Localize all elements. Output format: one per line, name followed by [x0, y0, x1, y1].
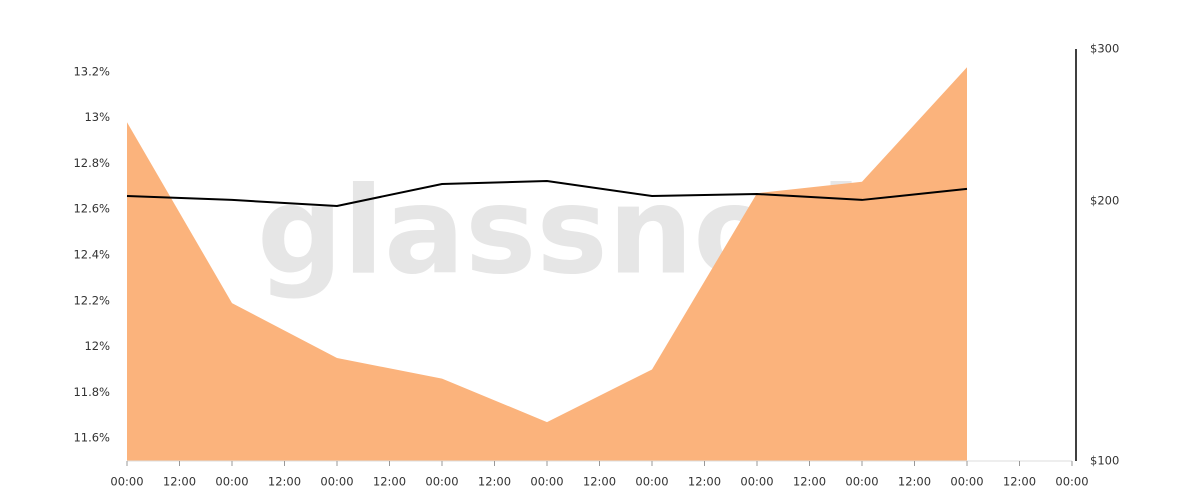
y-tick-label: 12.4%	[73, 248, 110, 262]
y-tick-label: 12.6%	[73, 202, 110, 216]
x-tick-label: 12:00	[583, 475, 616, 489]
x-tick-label: 00:00	[110, 475, 143, 489]
x-tick-label: 00:00	[740, 475, 773, 489]
x-tick-label: 12:00	[163, 475, 196, 489]
x-tick-label: 12:00	[793, 475, 826, 489]
x-tick-label: 12:00	[373, 475, 406, 489]
y-tick-label: 13%	[84, 110, 110, 124]
x-tick-label: 00:00	[950, 475, 983, 489]
x-tick-label: 00:00	[1055, 475, 1088, 489]
x-tick-label: 12:00	[1003, 475, 1036, 489]
x-tick-label: 00:00	[845, 475, 878, 489]
y2-tick-label: $200	[1090, 194, 1119, 208]
line	[126, 179, 968, 207]
x-tick-label: 00:00	[530, 475, 563, 489]
x-tick-label: 12:00	[478, 475, 511, 489]
area	[127, 67, 967, 462]
y2-tick-label: $100	[1090, 454, 1119, 468]
y-tick-label: 11.8%	[73, 385, 110, 399]
x-tick-label: 12:00	[898, 475, 931, 489]
x-tick-label: 00:00	[215, 475, 248, 489]
y-tick-label: 12%	[84, 339, 110, 353]
y-tick-label: 12.2%	[73, 293, 110, 307]
x-tick-label: 12:00	[268, 475, 301, 489]
x-tick-label: 12:00	[688, 475, 721, 489]
y2-tick-label: $300	[1090, 42, 1119, 56]
y-tick-label: 13.2%	[73, 64, 110, 78]
y-tick-label: 12.8%	[73, 156, 110, 170]
x-tick-label: 00:00	[425, 475, 458, 489]
y-tick-label: 11.6%	[73, 431, 110, 445]
x-tick-label: 00:00	[635, 475, 668, 489]
x-tick-label: 00:00	[320, 475, 353, 489]
